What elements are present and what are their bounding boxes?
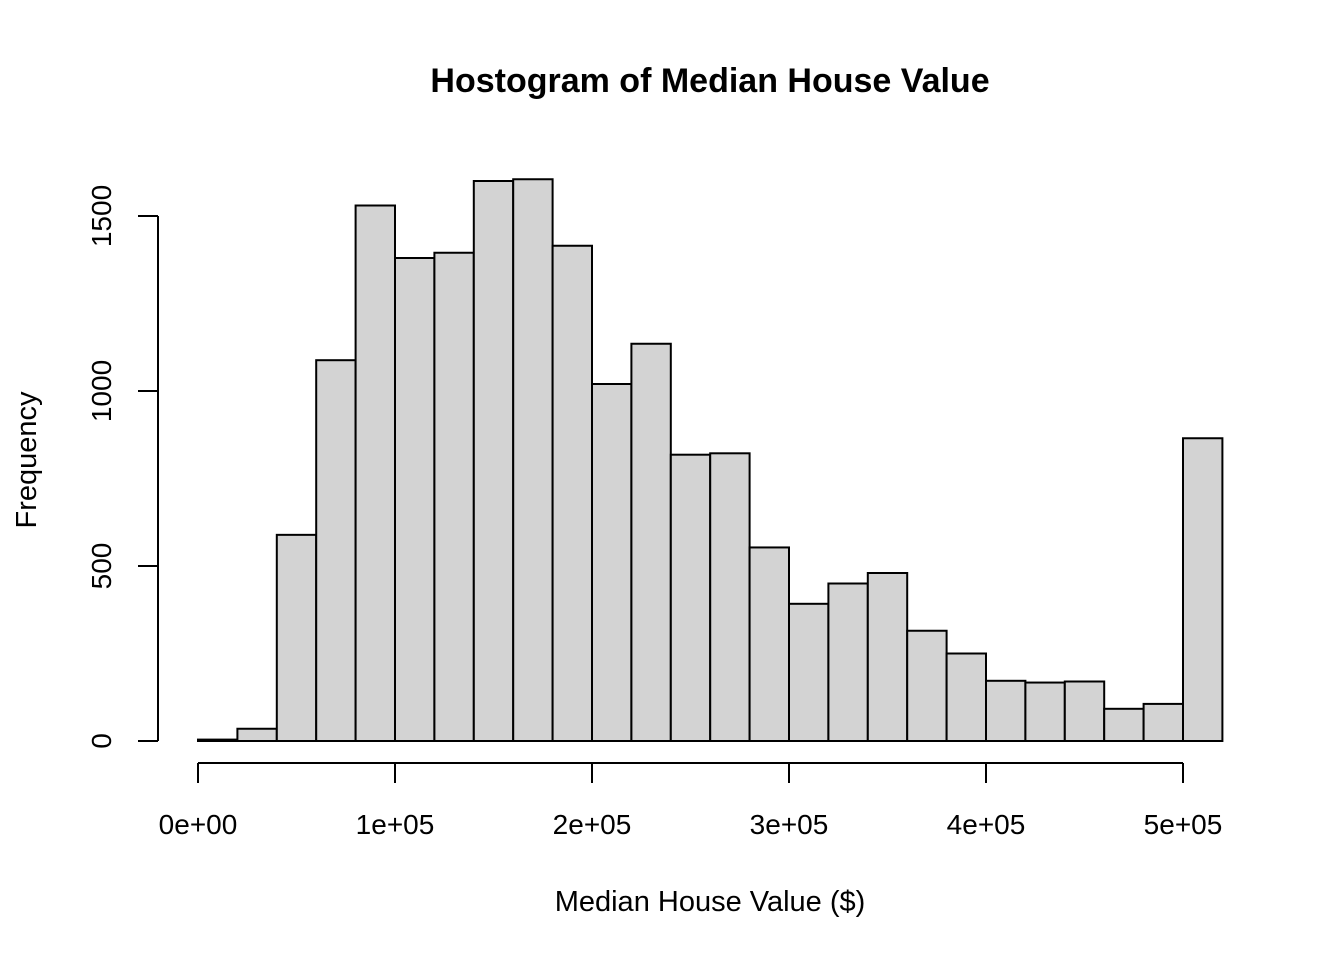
histogram-bar — [866, 572, 909, 742]
histogram-bar — [788, 602, 830, 742]
y-tick-label: 500 — [86, 543, 117, 590]
histogram-bar — [512, 178, 554, 742]
x-tick-label: 3e+05 — [750, 809, 829, 840]
x-tick-label: 2e+05 — [553, 809, 632, 840]
x-tick-label: 0e+00 — [159, 809, 238, 840]
histogram-bar — [275, 533, 318, 742]
y-axis: 0 500 1000 1500 — [86, 185, 159, 749]
histogram-bar — [433, 251, 475, 742]
histogram-bar — [906, 629, 948, 742]
histogram-bar — [236, 727, 278, 742]
histogram-bar — [1063, 680, 1106, 742]
histogram-bar — [669, 453, 712, 742]
histogram-bar — [985, 679, 1027, 742]
x-axis: 0e+00 1e+05 2e+05 3e+05 4e+05 5e+05 — [159, 762, 1223, 840]
bars-group — [197, 178, 1224, 743]
histogram-bar — [630, 342, 672, 742]
histogram-bar — [1024, 681, 1066, 742]
histogram-bar — [709, 452, 751, 742]
y-axis-label: Frequency — [11, 391, 43, 529]
x-tick-label: 5e+05 — [1144, 809, 1223, 840]
x-tick-label: 1e+05 — [356, 809, 435, 840]
histogram-bar — [197, 738, 239, 742]
y-tick-label: 0 — [86, 733, 117, 749]
histogram-bar — [354, 204, 397, 742]
histogram-bar — [394, 257, 436, 742]
y-tick-label: 1000 — [86, 360, 117, 422]
histogram-bar — [472, 180, 515, 742]
histogram-bar — [827, 582, 869, 742]
histogram-bar — [315, 359, 357, 742]
histogram-bar — [551, 244, 593, 742]
histogram-bar — [1142, 702, 1184, 743]
y-tick-label: 1500 — [86, 185, 117, 247]
histogram-bar — [945, 652, 987, 742]
chart-title: Hostogram of Median House Value — [430, 62, 989, 100]
histogram-bar — [1182, 437, 1224, 742]
histogram-bar — [591, 383, 633, 742]
x-tick-label: 4e+05 — [947, 809, 1026, 840]
histogram-bar — [1103, 707, 1145, 742]
histogram-bar — [748, 546, 790, 743]
x-axis-label: Median House Value ($) — [555, 886, 866, 918]
